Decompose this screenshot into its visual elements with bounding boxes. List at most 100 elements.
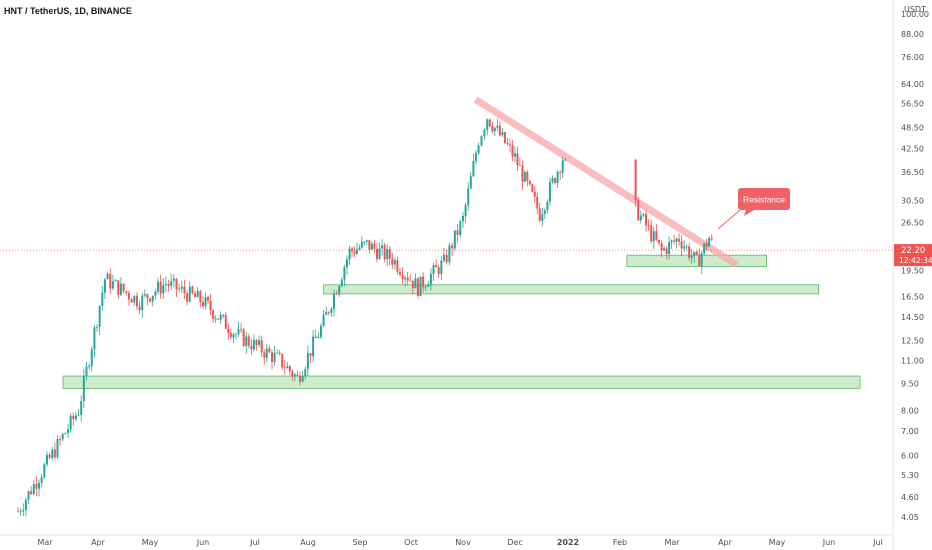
time-tick-label: Apr xyxy=(718,538,733,547)
candle-body xyxy=(685,246,688,248)
candle-body xyxy=(391,258,394,265)
price-tick-label: 8.00 xyxy=(901,406,919,415)
candle-body xyxy=(301,376,304,382)
candle-body xyxy=(551,178,554,183)
candle-body xyxy=(486,119,489,131)
support-zone-3 xyxy=(62,375,861,389)
candle-body xyxy=(172,278,175,281)
price-tick-label: 4.60 xyxy=(901,493,919,502)
candle-body xyxy=(528,180,531,185)
candle-body xyxy=(170,280,173,286)
time-tick-label: Jun xyxy=(822,538,836,547)
candle-body xyxy=(429,273,432,285)
candle-body xyxy=(209,300,212,311)
candle-body xyxy=(183,286,186,294)
candle-body xyxy=(130,299,133,303)
candle-body xyxy=(406,277,409,281)
candle-body xyxy=(655,231,658,240)
candle-body xyxy=(38,482,41,489)
price-tick-label: 88.00 xyxy=(901,30,924,39)
time-tick-label: May xyxy=(142,538,159,547)
candle-body xyxy=(304,368,307,377)
candle-body xyxy=(114,280,117,282)
candle-body xyxy=(85,366,88,377)
candle-body xyxy=(680,241,683,249)
time-tick-label: Sep xyxy=(352,538,367,547)
candle-body xyxy=(278,352,281,354)
candle-body xyxy=(35,483,38,489)
candle-body xyxy=(138,306,141,311)
resistance-line xyxy=(473,96,739,268)
candle-body xyxy=(30,491,33,495)
candle-body xyxy=(501,132,504,136)
candle-body xyxy=(442,254,445,261)
price-tick-label: 9.50 xyxy=(901,379,919,388)
candle-body xyxy=(224,314,227,329)
candle-body xyxy=(637,200,640,221)
candle-body xyxy=(348,248,351,260)
candle-body xyxy=(645,214,647,226)
candle-body xyxy=(232,334,235,338)
candle-body xyxy=(663,248,666,251)
candle-body xyxy=(462,215,464,222)
candle-body xyxy=(59,438,62,440)
candle-body xyxy=(511,145,514,157)
candle-body xyxy=(199,291,202,303)
candle-body xyxy=(53,449,56,458)
candle-body xyxy=(141,295,144,311)
candle-body xyxy=(24,499,27,511)
candle-body xyxy=(432,265,435,274)
candle-body xyxy=(650,225,653,242)
candle-body xyxy=(306,353,309,369)
candle-body xyxy=(250,345,253,350)
candle-body xyxy=(710,238,713,240)
candle-body xyxy=(388,249,391,259)
candle-body xyxy=(437,267,440,275)
candle-body xyxy=(333,293,335,310)
candle-body xyxy=(227,328,230,334)
candle-body xyxy=(409,280,412,282)
candle-body xyxy=(296,374,299,376)
last-price-value: 22.20 xyxy=(901,246,925,256)
price-tick-label: 16.50 xyxy=(901,293,924,302)
candle-body xyxy=(186,293,189,302)
candle-body xyxy=(533,191,536,197)
candle-body xyxy=(101,292,104,307)
candle-body xyxy=(125,291,128,293)
time-tick-label: May xyxy=(769,538,786,547)
candle-body xyxy=(61,434,64,440)
candle-body xyxy=(314,336,317,339)
candle-body xyxy=(543,210,546,214)
bar-countdown: 12:42:34 xyxy=(899,256,932,265)
candle-body xyxy=(133,295,136,303)
candle-body xyxy=(419,276,422,297)
candle-body xyxy=(514,153,516,157)
candle-body xyxy=(506,143,509,145)
candle-body xyxy=(642,214,645,216)
price-tick-label: 56.50 xyxy=(901,100,924,109)
candle-body xyxy=(64,433,67,435)
candle-body xyxy=(411,280,414,289)
price-tick-label: 30.50 xyxy=(901,196,924,205)
candle-body xyxy=(464,205,467,216)
candle-body xyxy=(96,326,99,328)
candle-body xyxy=(678,238,681,242)
candle-body xyxy=(127,292,130,300)
candle-body xyxy=(668,242,671,254)
candle-body xyxy=(675,238,678,242)
candle-body xyxy=(373,243,376,249)
candle-body xyxy=(695,251,698,255)
candle-body xyxy=(639,215,642,221)
time-tick-label: Mar xyxy=(664,538,680,547)
candle-body xyxy=(32,483,35,495)
price-tick-label: 48.50 xyxy=(901,124,924,133)
candle-body xyxy=(665,248,668,254)
candle-body xyxy=(521,165,524,182)
candle-body xyxy=(93,327,96,350)
candle-body xyxy=(103,279,106,293)
candle-body xyxy=(488,119,491,127)
candle-body xyxy=(154,291,157,296)
candle-body xyxy=(427,284,430,287)
candle-body xyxy=(456,230,459,236)
